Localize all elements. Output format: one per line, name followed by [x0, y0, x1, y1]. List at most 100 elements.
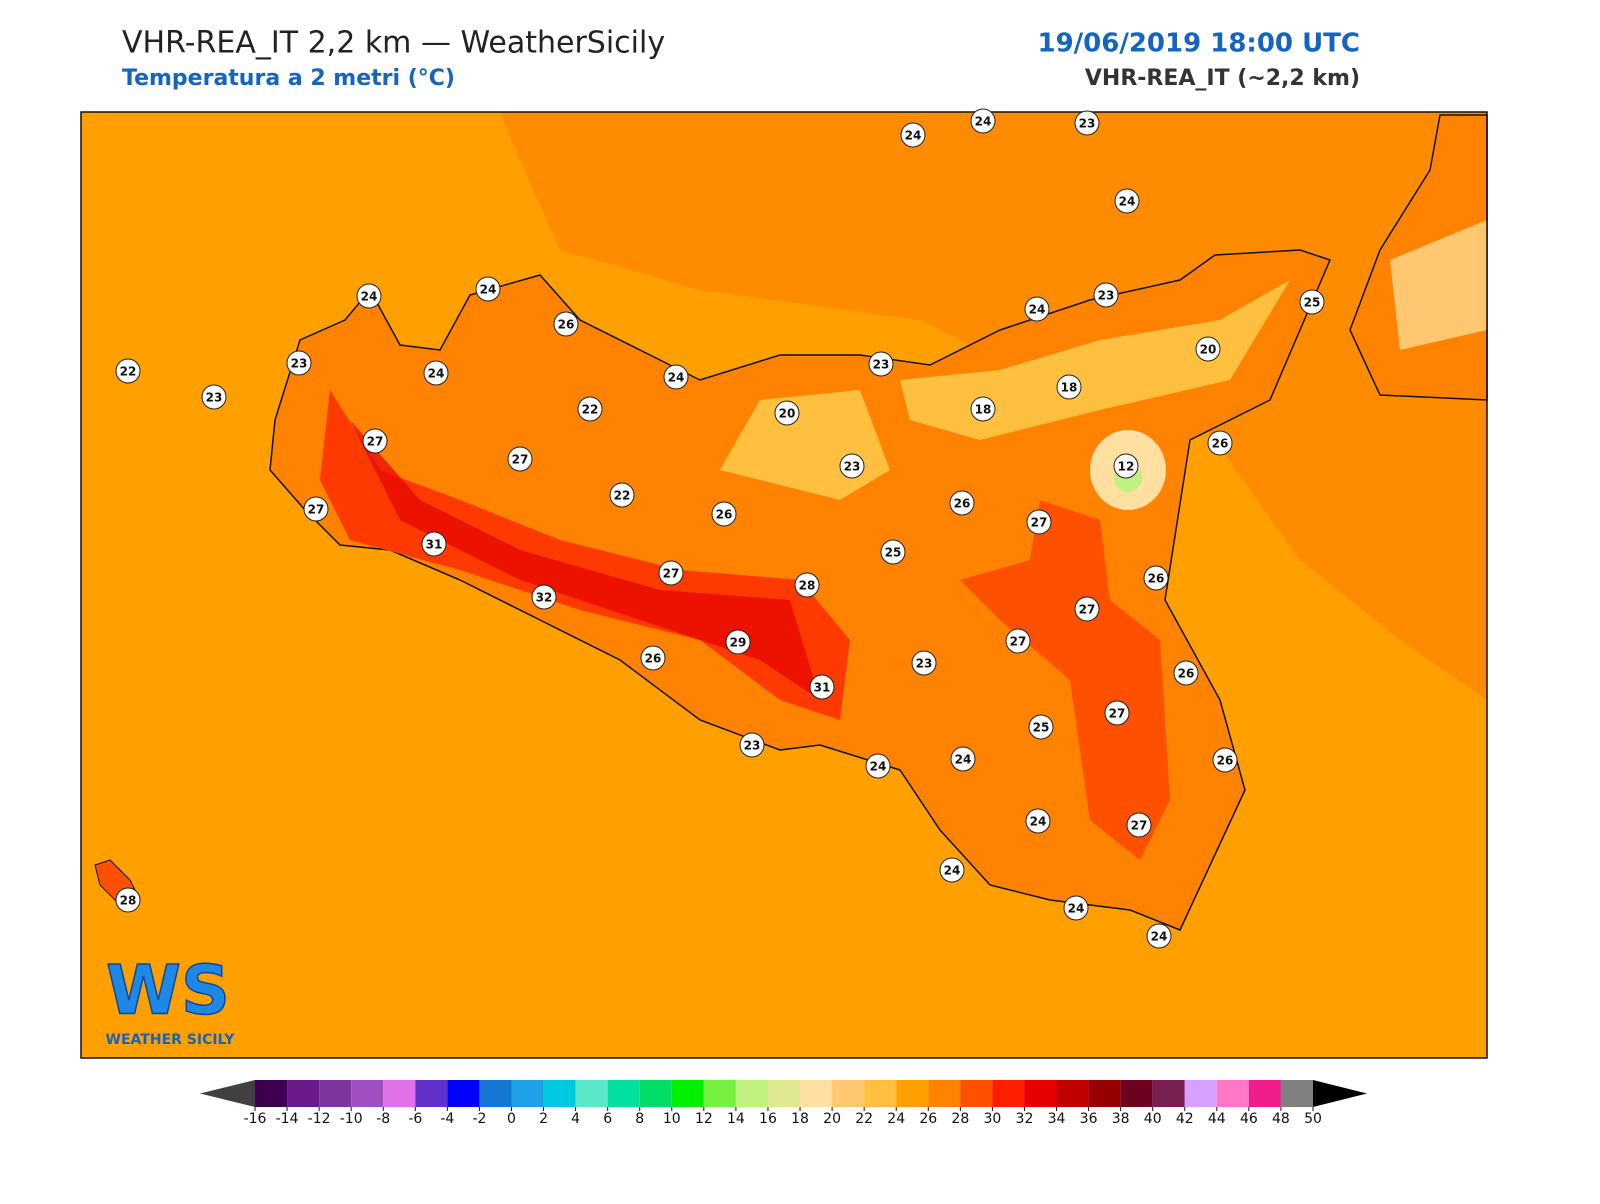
station-marker — [1028, 714, 1054, 740]
colorbar-box — [575, 1080, 608, 1107]
station-value: 23 — [744, 739, 761, 753]
colorbar-tick-label: 38 — [1112, 1111, 1130, 1127]
colorbar-box — [415, 1080, 448, 1107]
colorbar-tick-label: 32 — [1016, 1111, 1034, 1127]
station-marker — [1074, 110, 1100, 136]
station-marker — [201, 384, 227, 410]
station-marker — [553, 311, 579, 337]
hottest-areas — [350, 420, 820, 700]
station-marker — [949, 490, 975, 516]
title: VHR-REA_IT 2,2 km — WeatherSicily — [122, 26, 665, 61]
station-value: 23 — [844, 460, 861, 474]
station-marker — [711, 501, 737, 527]
colorbar-tick-label: -2 — [472, 1111, 486, 1127]
station-marker — [865, 753, 891, 779]
colorbar-box — [992, 1080, 1025, 1107]
station-value: 23 — [206, 391, 223, 405]
colorbar-under — [200, 1080, 255, 1107]
station-value: 20 — [779, 407, 796, 421]
station-marker — [950, 746, 976, 772]
colorbar-tick-label: -6 — [408, 1111, 422, 1127]
colorbar-tick-label: 0 — [507, 1111, 516, 1127]
station-value: 23 — [916, 657, 933, 671]
colorbar-box — [1120, 1080, 1153, 1107]
station-value: 24 — [975, 115, 992, 129]
colorbar-tick-label: 50 — [1304, 1111, 1322, 1127]
colorbar-tick-label: 40 — [1144, 1111, 1162, 1127]
station-value: 24 — [1068, 902, 1085, 916]
colorbar-tick-label: 10 — [663, 1111, 681, 1127]
station-value: 26 — [1178, 667, 1195, 681]
colorbar-tick-label: 14 — [727, 1111, 745, 1127]
colorbar-box — [255, 1080, 288, 1107]
station-marker — [880, 539, 906, 565]
colorbar-tick-label: -12 — [308, 1111, 331, 1127]
station-value: 24 — [1151, 930, 1168, 944]
colorbar-tick-label: 46 — [1240, 1111, 1258, 1127]
station-marker — [1114, 188, 1140, 214]
colorbar-tick-label: -4 — [440, 1111, 454, 1127]
calabria-cool — [1390, 220, 1487, 350]
station-marker — [1207, 430, 1233, 456]
station-marker — [1063, 895, 1089, 921]
station-value: 32 — [536, 591, 553, 605]
station-marker — [663, 364, 689, 390]
colorbar-tick-label: 22 — [855, 1111, 873, 1127]
subtitle: Temperatura a 2 metri (°C) — [122, 66, 455, 91]
station-value: 24 — [1029, 303, 1046, 317]
colorbar-box — [960, 1080, 993, 1107]
colorbar-box — [639, 1080, 672, 1107]
station-value: 22 — [120, 365, 137, 379]
station-value: 27 — [1109, 707, 1126, 721]
station-marker — [774, 400, 800, 426]
colorbar-box — [1024, 1080, 1057, 1107]
model: VHR-REA_IT (~2,2 km) — [1085, 66, 1360, 91]
station-value: 28 — [120, 894, 137, 908]
station-value: 22 — [614, 489, 631, 503]
colorbar-box — [928, 1080, 961, 1107]
colorbar-tick-label: 12 — [695, 1111, 713, 1127]
colorbar-tick-label: -16 — [244, 1111, 267, 1127]
station-marker — [1195, 336, 1221, 362]
colorbar-box — [864, 1080, 897, 1107]
colorbar-tick-label: 4 — [571, 1111, 580, 1127]
station-value: 25 — [1033, 721, 1050, 735]
station-marker — [115, 358, 141, 384]
station-value: 24 — [480, 283, 497, 297]
station-value: 28 — [799, 579, 816, 593]
station-value: 27 — [512, 453, 529, 467]
station-marker — [640, 645, 666, 671]
station-marker — [507, 446, 533, 472]
colorbar-box — [351, 1080, 384, 1107]
station-value: 24 — [428, 367, 445, 381]
cool-areas — [720, 280, 1290, 500]
station-marker — [356, 283, 382, 309]
colorbar-box — [287, 1080, 320, 1107]
station-value: 24 — [668, 371, 685, 385]
east-warm — [960, 500, 1170, 860]
station-marker — [970, 108, 996, 134]
station-value: 24 — [361, 290, 378, 304]
station-value: 24 — [870, 760, 887, 774]
colorbar-tick-label: 28 — [951, 1111, 969, 1127]
station-value: 18 — [975, 403, 992, 417]
station-value: 23 — [873, 358, 890, 372]
station-marker — [1173, 660, 1199, 686]
stations: 24 24 23 24 24 24 26 22 23 23 24 24 22 23 24 23 25 20 18 18… — [115, 108, 1325, 949]
colorbar-box — [479, 1080, 512, 1107]
station-marker — [421, 531, 447, 557]
station-marker — [794, 572, 820, 598]
colorbar-tick-label: 26 — [919, 1111, 937, 1127]
station-marker — [1113, 453, 1139, 479]
colorbar-box — [1280, 1080, 1313, 1107]
station-value: 27 — [308, 503, 325, 517]
station-marker — [839, 453, 865, 479]
colorbar-box — [800, 1080, 833, 1107]
map-frame — [80, 111, 1488, 1059]
colorbar-box — [1248, 1080, 1281, 1107]
colorbar-tick-label: 44 — [1208, 1111, 1226, 1127]
colorbar: -16 -14 -12 -10 -8 -6 -4 -2 0 2 4 6 8 10 12 14 16 18 20 22 2… — [200, 1080, 1367, 1127]
station-value: 27 — [663, 567, 680, 581]
station-value: 31 — [814, 681, 831, 695]
